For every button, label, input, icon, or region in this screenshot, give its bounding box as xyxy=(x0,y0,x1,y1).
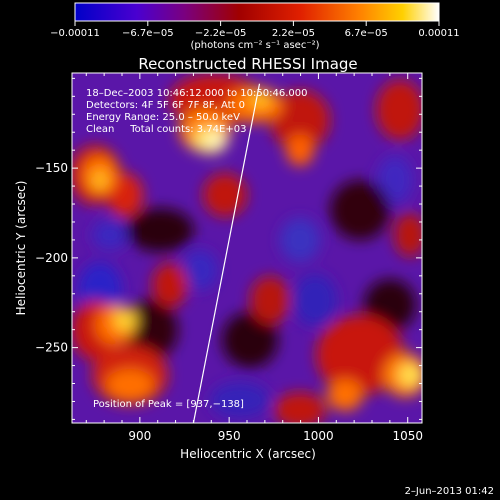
colorbar-tick-label: −6.7e−05 xyxy=(122,28,174,39)
annotation-peak: Position of Peak = [937,−138] xyxy=(93,399,244,410)
y-axis-tick-labels: −150 −200 −250 xyxy=(35,161,68,354)
colorbar xyxy=(74,2,440,22)
colorbar-tick-labels: −0.00011 −6.7e−05 −2.2e−05 2.2e−05 6.7e−05 0.… xyxy=(50,28,460,39)
annotation-time: 18–Dec–2003 10:46:12.000 to 10:50:46.000 xyxy=(86,88,307,99)
chart-title: Reconstructed RHESSI Image xyxy=(138,55,357,73)
y-tick-label--250: −250 xyxy=(35,341,68,355)
annotation-energy: Energy Range: 25.0 – 50.0 keV xyxy=(86,112,240,123)
annotation-clean: Clean Total counts: 3.74E+03 xyxy=(86,124,246,135)
colorbar-tick-label: −2.2e−05 xyxy=(195,28,247,39)
x-tick-label-950: 950 xyxy=(218,429,241,443)
annotation-detectors: Detectors: 4F 5F 6F 7F 8F, Att 0 xyxy=(86,100,245,111)
x-tick-label-1050: 1050 xyxy=(392,429,423,443)
x-tick-label-1000: 1000 xyxy=(303,429,334,443)
y-axis-ticks xyxy=(72,77,422,420)
colorbar-tick-label: 2.2e−05 xyxy=(272,28,315,39)
x-axis-tick-labels: 900 950 1000 1050 xyxy=(128,429,423,443)
x-axis-label: Heliocentric X (arcsec) xyxy=(180,447,316,461)
colorbar-ticks xyxy=(74,21,440,26)
colorbar-tick-label: 0.00011 xyxy=(418,28,459,39)
footer-date: 2–Jun–2013 01:42 xyxy=(405,486,494,497)
y-tick-label--150: −150 xyxy=(35,161,68,175)
colorbar-unit-label: (photons cm⁻² s⁻¹ asec⁻²) xyxy=(190,40,319,51)
colorbar-tick-label: −0.00011 xyxy=(50,28,100,39)
y-axis-label: Heliocentric Y (arcsec) xyxy=(14,181,28,316)
x-tick-label-900: 900 xyxy=(128,429,151,443)
y-tick-label--200: −200 xyxy=(35,251,68,265)
x-axis-ticks xyxy=(85,73,409,423)
solar-limb-line xyxy=(192,83,261,424)
colorbar-tick-label: 6.7e−05 xyxy=(345,28,388,39)
